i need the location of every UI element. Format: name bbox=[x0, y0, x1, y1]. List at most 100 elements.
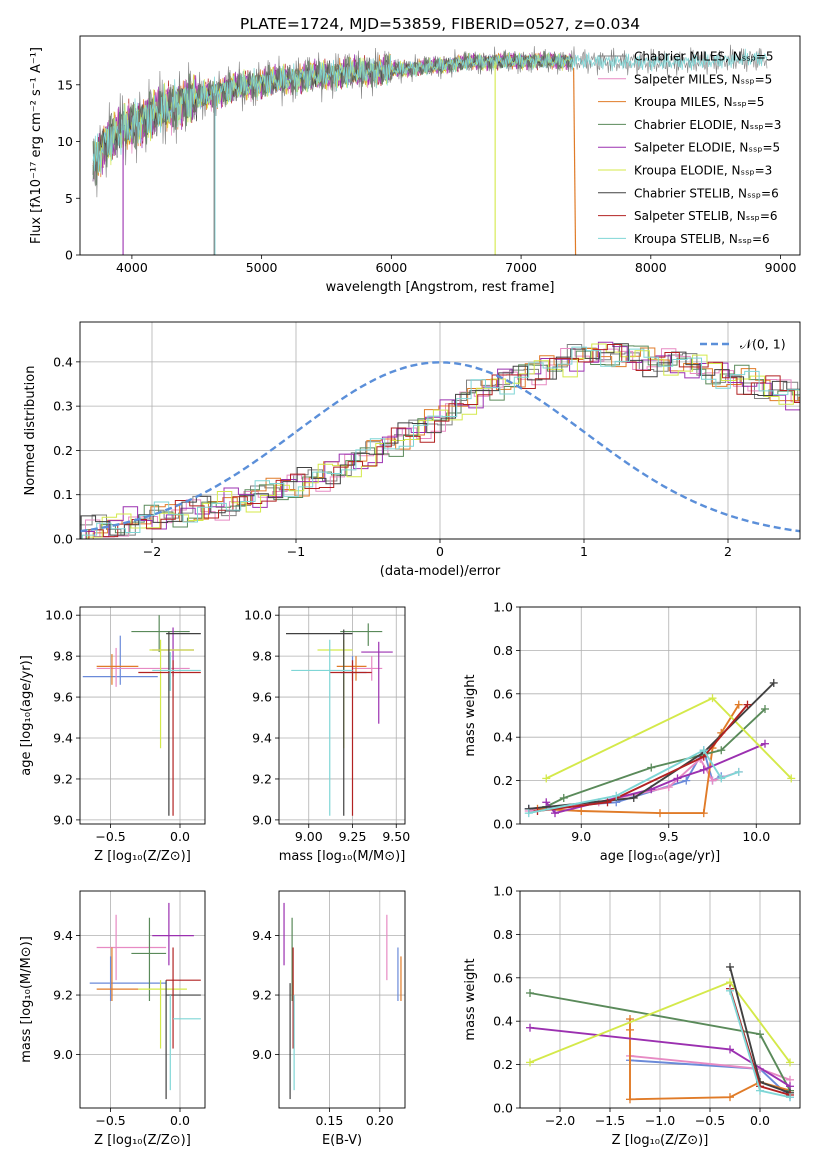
y-tick-label: 9.0 bbox=[252, 812, 272, 827]
y-tick-label: 0.6 bbox=[493, 970, 513, 985]
histogram-step-6 bbox=[80, 343, 800, 539]
axes-frame bbox=[278, 890, 406, 1109]
y-tick-label: 9.2 bbox=[252, 988, 272, 1003]
plot-area bbox=[524, 678, 796, 818]
x-axis-label: (data-model)/error bbox=[380, 564, 501, 579]
y-axis-label: Flux [fλ10⁻¹⁷ erg cm⁻² s⁻¹ A⁻¹] bbox=[29, 47, 44, 244]
plot-area bbox=[80, 341, 800, 539]
y-axis-label: mass weight bbox=[463, 958, 478, 1040]
axes-frame bbox=[79, 890, 206, 1109]
plot-area bbox=[526, 962, 794, 1104]
y-tick-label: 0 bbox=[65, 248, 73, 263]
x-tick-label: −0.5 bbox=[695, 1113, 725, 1128]
figure-title: PLATE=1724, MJD=53859, FIBERID=0527, z=0… bbox=[240, 15, 640, 33]
legend-label: Salpeter STELIB, Nₛₛₚ=6 bbox=[634, 209, 778, 223]
y-tick-label: 1.0 bbox=[493, 884, 513, 899]
spectrum-panel: 4000 5000 6000 7000 8000 9000 0 5 10 15 wavelength… bbox=[29, 35, 801, 295]
x-tick-label: 0.20 bbox=[366, 1113, 394, 1128]
y-tick-label: 9.4 bbox=[252, 928, 272, 943]
x-axis-label: wavelength [Angstrom, rest frame] bbox=[326, 280, 555, 295]
y-tick-label: 10.0 bbox=[45, 608, 73, 623]
weight-line-7 bbox=[537, 703, 749, 812]
histogram-step-5 bbox=[87, 343, 800, 539]
x-tick-label: −0.5 bbox=[95, 829, 125, 844]
legend-label: Chabrier ELODIE, Nₛₛₚ=3 bbox=[634, 118, 781, 132]
x-tick-label: −2.0 bbox=[545, 1113, 575, 1128]
y-tick-label: 0.8 bbox=[493, 643, 513, 658]
y-tick-label: 9.8 bbox=[53, 649, 73, 664]
axes-frame bbox=[519, 606, 801, 825]
x-tick-label: 4000 bbox=[116, 260, 148, 275]
x-axis-label: E(B-V) bbox=[322, 1133, 362, 1148]
plot-area bbox=[286, 623, 393, 816]
spectrum-legend: Chabrier MILES, Nₛₛₚ=5 Salpeter MILES, Nₛ… bbox=[598, 50, 781, 246]
x-tick-label: 9.5 bbox=[659, 829, 679, 844]
plot-area bbox=[283, 902, 402, 1100]
y-tick-label: 10.0 bbox=[244, 608, 272, 623]
legend-label: Kroupa STELIB, Nₛₛₚ=6 bbox=[634, 232, 770, 246]
age-vs-metallicity-panel: −0.5 0.0 9.0 9.2 9.4 9.6 9.8 10.0 Z [log₁₀(Z/Z⊙)… bbox=[19, 606, 206, 864]
y-tick-label: 0.1 bbox=[53, 487, 73, 502]
axes-frame bbox=[79, 35, 801, 256]
x-tick-label: −0.5 bbox=[95, 1113, 125, 1128]
x-tick-label: 9.0 bbox=[571, 829, 591, 844]
y-tick-label: 15 bbox=[57, 77, 73, 92]
y-tick-label: 9.2 bbox=[252, 771, 272, 786]
y-tick-label: 0.4 bbox=[493, 1014, 513, 1029]
x-tick-label: −1 bbox=[287, 544, 305, 559]
mass-weight-vs-metallicity-panel: −2.0 −1.5 −1.0 −0.5 0.0 0.0 0.2 0.4 0.6 0.8 1.0 Z [… bbox=[463, 884, 801, 1148]
y-tick-label: 9.0 bbox=[252, 1047, 272, 1062]
histogram-panel: −2 −1 0 1 2 0.0 0.1 0.2 0.3 0.4 (data-model)/error… bbox=[23, 321, 801, 579]
x-axis-label: Z [log₁₀(Z/Z⊙)] bbox=[94, 849, 191, 864]
x-tick-label: 0.0 bbox=[170, 1113, 190, 1128]
y-tick-label: 0.3 bbox=[53, 399, 73, 414]
y-tick-label: 9.8 bbox=[252, 649, 272, 664]
histogram-step-2 bbox=[80, 347, 800, 539]
legend-label: Chabrier MILES, Nₛₛₚ=5 bbox=[634, 50, 774, 64]
spectrum-line-8 bbox=[92, 48, 768, 174]
legend-label: Kroupa ELODIE, Nₛₛₚ=3 bbox=[634, 164, 772, 178]
y-axis-label: Normed distribution bbox=[23, 366, 38, 496]
histogram-step-4 bbox=[80, 341, 800, 539]
histogram-step-8 bbox=[81, 346, 800, 539]
y-tick-label: 0.4 bbox=[493, 730, 513, 745]
y-tick-label: 9.0 bbox=[53, 812, 73, 827]
x-tick-label: 10.0 bbox=[742, 829, 770, 844]
legend-label: Salpeter MILES, Nₛₛₚ=5 bbox=[634, 72, 772, 86]
x-tick-label: 9000 bbox=[765, 260, 797, 275]
x-axis-label: Z [log₁₀(Z/Z⊙)] bbox=[94, 1133, 191, 1148]
x-tick-label: −2 bbox=[143, 544, 161, 559]
legend-label: 𝒩(0, 1) bbox=[740, 337, 786, 352]
normal-curve bbox=[80, 361, 800, 533]
axes-frame bbox=[79, 321, 801, 540]
mass-weight-vs-age-panel: 9.0 9.5 10.0 0.0 0.2 0.4 0.6 0.8 1.0 age [log₁₀(a… bbox=[463, 600, 801, 864]
x-tick-label: 0.15 bbox=[315, 1113, 343, 1128]
axes-frame bbox=[278, 606, 406, 825]
x-tick-label: 2 bbox=[724, 544, 732, 559]
x-axis-label: Z [log₁₀(Z/Z⊙)] bbox=[612, 1133, 709, 1148]
y-tick-label: 9.4 bbox=[53, 731, 73, 746]
y-tick-label: 0.4 bbox=[53, 354, 73, 369]
x-tick-label: 1 bbox=[580, 544, 588, 559]
x-tick-label: −1.0 bbox=[645, 1113, 675, 1128]
y-tick-label: 0.0 bbox=[493, 1101, 513, 1116]
spectrum-edge bbox=[573, 67, 577, 255]
plot-area bbox=[82, 615, 201, 816]
x-tick-label: 6000 bbox=[375, 260, 407, 275]
histogram-step-3 bbox=[86, 345, 800, 539]
histogram-step-7 bbox=[88, 343, 800, 539]
axes-frame bbox=[79, 606, 206, 825]
x-tick-label: 0.0 bbox=[170, 829, 190, 844]
x-tick-label: 0 bbox=[436, 544, 444, 559]
y-tick-label: 10 bbox=[57, 134, 73, 149]
y-tick-label: 0.2 bbox=[493, 1057, 513, 1072]
plot-area bbox=[92, 44, 768, 255]
x-tick-label: 9.50 bbox=[382, 829, 410, 844]
x-tick-label: 0.0 bbox=[750, 1113, 770, 1128]
y-tick-label: 0.0 bbox=[53, 532, 73, 547]
y-tick-label: 0.2 bbox=[53, 443, 73, 458]
legend-label: Chabrier STELIB, Nₛₛₚ=6 bbox=[634, 186, 779, 200]
y-tick-label: 0.0 bbox=[493, 817, 513, 832]
mass-vs-metallicity-panel: −0.5 0.0 9.0 9.2 9.4 Z [log₁₀(Z/Z⊙)] mass [log… bbox=[19, 890, 206, 1148]
